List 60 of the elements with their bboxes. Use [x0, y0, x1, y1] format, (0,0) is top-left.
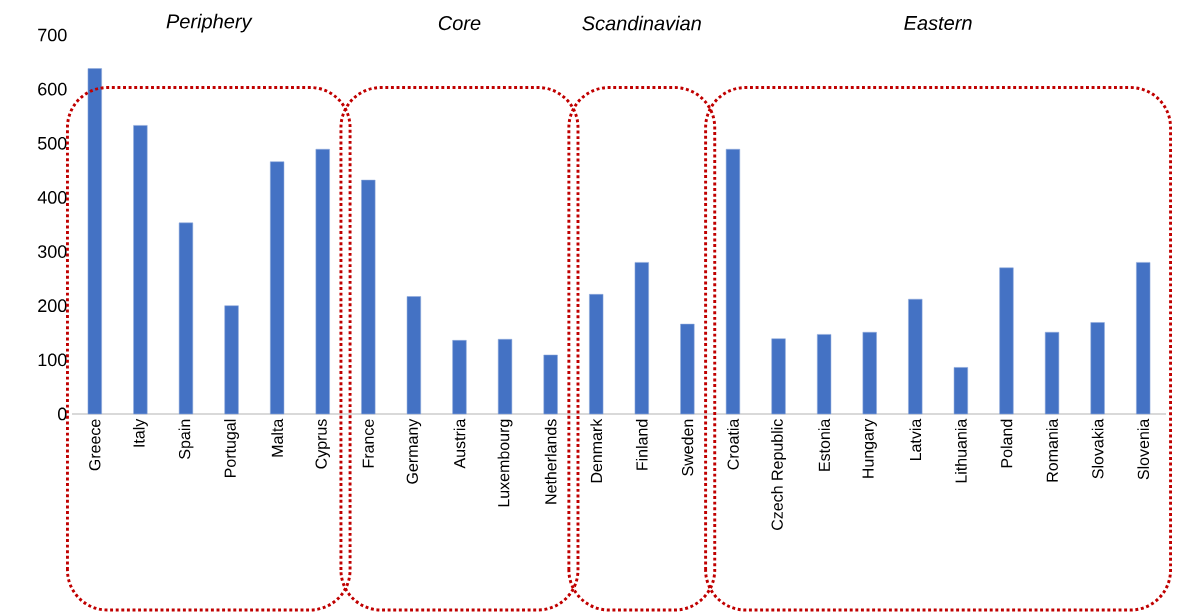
bar: [87, 68, 102, 415]
y-tick-label: 0: [58, 407, 67, 421]
bar: [725, 148, 741, 415]
bar: [817, 334, 832, 415]
bar: [771, 338, 786, 415]
y-tick-label: 100: [38, 353, 67, 367]
x-tick-label: Germany: [406, 418, 422, 484]
x-tick-label: Lithuania: [955, 418, 967, 483]
x-tick-label: Croatia: [727, 418, 739, 470]
bar: [497, 339, 513, 415]
bar: [406, 296, 421, 415]
x-tick-label: Austria: [453, 418, 466, 469]
x-tick-label: Slovenia: [1137, 418, 1150, 480]
bar: [270, 161, 285, 415]
bar: [1136, 262, 1151, 415]
bar: [1044, 331, 1060, 415]
x-tick-label: Hungary: [862, 418, 877, 478]
bar: [999, 267, 1014, 415]
bar: [862, 331, 877, 415]
y-tick-label: 300: [37, 245, 67, 258]
bar: [361, 179, 376, 415]
x-tick-label: Czech Republic: [771, 419, 787, 530]
text: Scandinavian: [582, 15, 701, 31]
x-tick-label: Greece: [89, 419, 101, 471]
bar: [1090, 322, 1105, 415]
x-tick-label: Estonia: [818, 418, 830, 471]
x-tick-label: Sweden: [681, 419, 694, 476]
y-tick-label: 500: [37, 136, 67, 150]
y-tick-label: 400: [37, 191, 67, 204]
x-tick-label: Malta: [271, 418, 283, 457]
bar: [634, 262, 649, 415]
x-tick-label: Finland: [635, 419, 648, 470]
bar: [452, 340, 467, 415]
x-tick-label: Cyprus: [315, 419, 330, 469]
bar: [680, 323, 695, 415]
bar: [589, 294, 604, 415]
x-tick-label: Romania: [1046, 418, 1058, 482]
text: Periphery: [166, 13, 253, 33]
x-tick-label: Luxembourg: [497, 419, 513, 507]
x-tick-label: Portugal: [224, 419, 240, 477]
bar: [953, 367, 968, 415]
bar: [133, 125, 148, 415]
y-tick-label: 700: [38, 28, 67, 42]
x-tick-label: Spain: [178, 419, 194, 459]
x-tick-label: Italy: [132, 418, 148, 447]
bar: [908, 298, 923, 415]
x-tick-label: France: [362, 419, 374, 468]
x-tick-label: Poland: [1000, 419, 1013, 468]
text: Eastern: [904, 16, 972, 31]
text: Core: [438, 16, 481, 31]
y-tick-label: 200: [38, 299, 67, 313]
y-tick-label: 600: [38, 82, 67, 96]
bar: [315, 148, 330, 415]
x-tick-label: Denmark: [590, 418, 603, 483]
bar: [224, 305, 239, 415]
bar: [543, 354, 558, 415]
x-tick-label: Slovakia: [1091, 418, 1104, 479]
bar: [178, 222, 194, 415]
x-tick-label: Latvia: [909, 418, 922, 461]
x-tick-label: Netherlands: [544, 419, 557, 504]
